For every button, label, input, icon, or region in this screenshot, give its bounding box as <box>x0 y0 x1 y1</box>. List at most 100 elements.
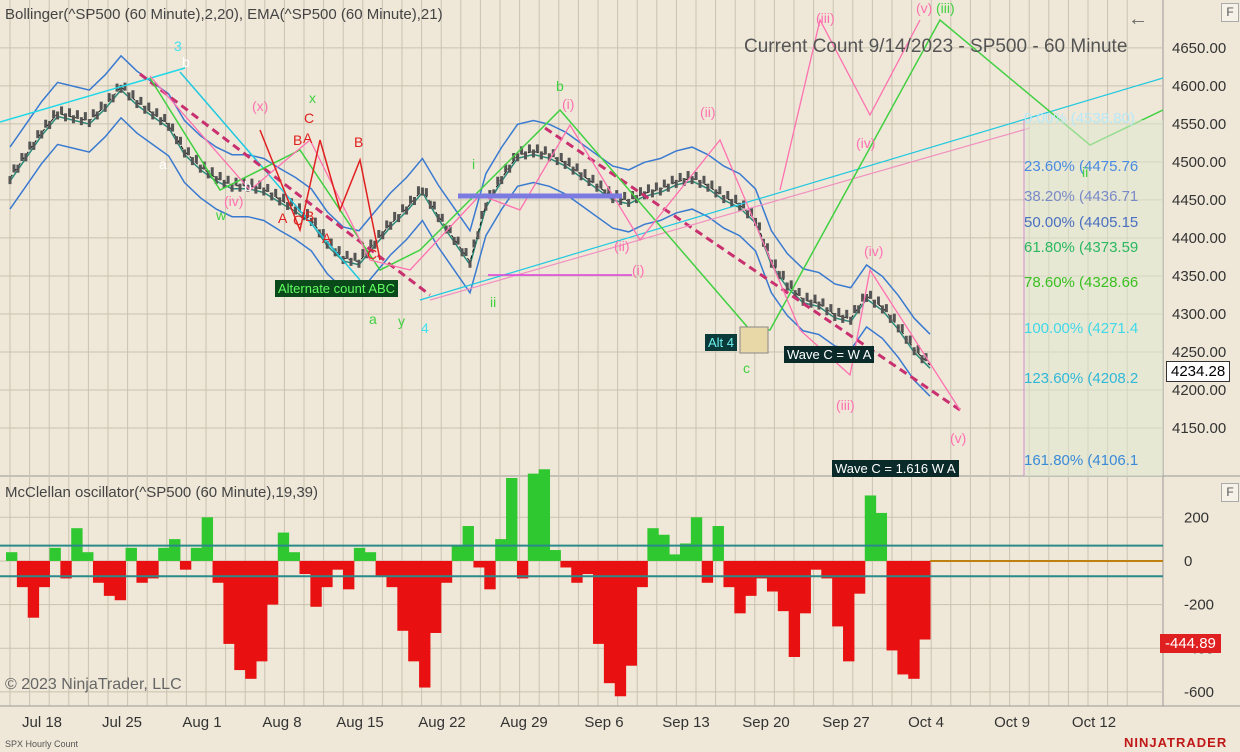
price-bar <box>250 178 254 187</box>
price-bar <box>813 294 817 303</box>
price-bar <box>373 240 377 249</box>
wave-label-lw: w <box>216 207 227 223</box>
fib-level-label: 100.00% (4271.4 <box>1024 320 1139 337</box>
price-bar <box>401 204 405 213</box>
pink-channel-line <box>429 127 1031 301</box>
osc-bar <box>908 560 920 679</box>
x-tick-label: Sep 13 <box>662 714 710 731</box>
osc-bar <box>38 560 50 588</box>
price-bar <box>182 149 186 158</box>
price-bar <box>218 171 222 180</box>
osc-bar <box>745 560 757 596</box>
price-bar <box>627 198 631 207</box>
price-bar <box>595 183 599 192</box>
price-bar <box>56 111 60 120</box>
wave-label-liii2: (iii) <box>836 397 855 413</box>
price-bar <box>52 110 56 119</box>
price-bar <box>650 189 654 198</box>
price-bar <box>579 172 583 181</box>
bollinger-mid <box>9 86 931 366</box>
wave-label-lx: (x) <box>252 98 269 114</box>
osc-bar <box>179 560 192 570</box>
price-bar <box>369 239 373 248</box>
wave-c-ext-label: Wave C = 1.616 W A <box>832 460 959 477</box>
wave-label-li3: (i) <box>632 262 645 278</box>
price-bar <box>797 287 801 296</box>
arrow-left-icon[interactable]: ← <box>1128 8 1148 30</box>
price-bar <box>206 170 210 179</box>
footer-note: SPX Hourly Count <box>5 739 79 749</box>
price-bar <box>607 186 611 195</box>
price-bar <box>865 293 869 302</box>
osc-bar <box>27 560 40 618</box>
price-bar <box>107 93 111 102</box>
price-bar <box>139 96 143 105</box>
price-bar <box>329 238 333 247</box>
price-bar <box>591 174 595 183</box>
price-bar <box>456 236 460 245</box>
bollinger-lower <box>9 116 931 397</box>
price-bar <box>900 324 904 333</box>
price-pane-title: Bollinger(^SP500 (60 Minute),2,20), EMA(… <box>5 6 443 23</box>
price-bar <box>757 222 761 231</box>
price-bar <box>389 221 393 230</box>
osc-bar <box>408 560 420 662</box>
x-tick-label: Jul 18 <box>22 714 62 731</box>
osc-bar <box>375 560 387 577</box>
price-bar <box>520 146 524 155</box>
price-bar <box>305 209 309 218</box>
wave-label-lii3: (ii) <box>700 104 716 120</box>
osc-bar <box>843 560 855 662</box>
price-bar <box>912 347 916 356</box>
last-price-box: 4234.28 <box>1166 361 1231 382</box>
price-bar <box>583 169 587 178</box>
osc-bar <box>321 560 333 588</box>
price-bar <box>904 335 908 344</box>
fib-level-label: 38.20% (4436.71 <box>1024 188 1139 205</box>
osc-bar <box>71 528 83 561</box>
price-bar <box>686 171 690 180</box>
price-bar <box>500 176 504 185</box>
price-bar <box>670 175 674 184</box>
osc-bar <box>495 539 507 561</box>
price-tick-label: 4350.00 <box>1172 268 1226 285</box>
osc-bar <box>190 547 203 561</box>
osc-bar <box>625 560 637 666</box>
wave-label-lb_top: b <box>182 54 190 70</box>
price-bar <box>516 153 520 162</box>
price-bar <box>167 122 171 131</box>
osc-bar <box>49 547 61 561</box>
osc-bar <box>821 560 833 579</box>
price-bar <box>111 94 115 103</box>
x-tick-label: Oct 4 <box>908 714 944 731</box>
wave-label-liii3: (iii) <box>936 0 955 16</box>
price-bar <box>654 182 658 191</box>
price-bar <box>908 335 912 344</box>
float-button-price[interactable]: F <box>1221 3 1239 22</box>
osc-bar <box>484 560 496 590</box>
wave-label-lag: a <box>369 311 377 327</box>
price-bar <box>135 100 139 109</box>
price-bar <box>79 117 83 126</box>
price-bar <box>440 213 444 222</box>
price-bar <box>639 187 643 196</box>
price-bar <box>123 82 127 91</box>
float-button-osc[interactable]: F <box>1221 483 1239 502</box>
price-bar <box>60 106 64 115</box>
price-bar <box>765 243 769 252</box>
x-tick-label: Oct 9 <box>994 714 1030 731</box>
price-bar <box>480 210 484 219</box>
price-bar <box>325 240 329 249</box>
price-tick-label: 4200.00 <box>1172 382 1226 399</box>
price-bar <box>286 201 290 210</box>
price-bar <box>452 236 456 245</box>
wave-label-lbg: b <box>556 78 564 94</box>
price-bar <box>916 345 920 354</box>
osc-bar <box>256 560 268 662</box>
price-tick-label: 4150.00 <box>1172 420 1226 437</box>
price-bar <box>83 112 87 121</box>
osc-bar <box>82 552 94 561</box>
osc-bar <box>332 560 344 570</box>
price-bar <box>567 157 571 166</box>
